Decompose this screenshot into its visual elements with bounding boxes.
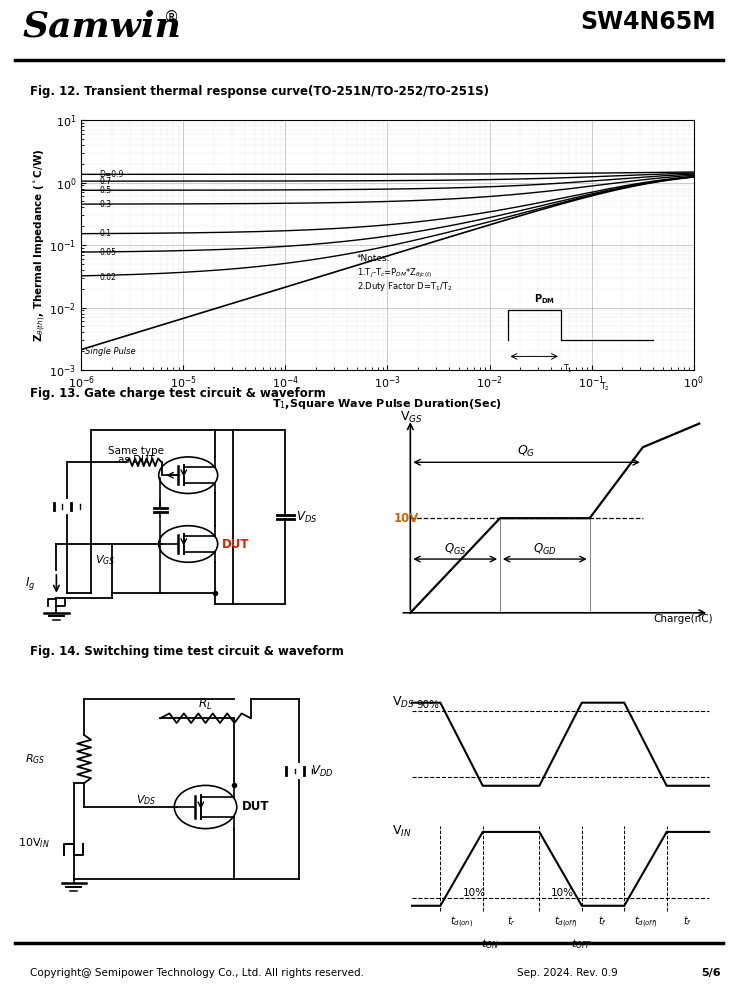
Text: Fig. 12. Transient thermal response curve(TO-251N/TO-252/TO-251S): Fig. 12. Transient thermal response curv… (30, 85, 489, 98)
Text: $R_{GS}$: $R_{GS}$ (25, 752, 46, 766)
Text: $t_{d(off)}$: $t_{d(off)}$ (554, 914, 578, 930)
Text: as DUT: as DUT (118, 455, 154, 465)
Text: 0.02: 0.02 (99, 273, 116, 282)
Text: $R_L$: $R_L$ (199, 696, 213, 712)
Text: 10V$_{IN}$: 10V$_{IN}$ (18, 836, 50, 850)
Text: V$_{DS}$: V$_{DS}$ (393, 695, 415, 710)
Text: $Q_{GS}$: $Q_{GS}$ (444, 542, 466, 557)
Text: *Notes:: *Notes: (356, 254, 390, 263)
Text: ®: ® (164, 10, 179, 25)
Text: 90%: 90% (416, 700, 439, 710)
Text: $V_{DS}$: $V_{DS}$ (136, 793, 156, 807)
Text: V$_{GS}$: V$_{GS}$ (400, 410, 423, 425)
Text: Sep. 2024. Rev. 0.9: Sep. 2024. Rev. 0.9 (517, 968, 618, 978)
Text: 0.5: 0.5 (99, 186, 111, 195)
Text: DUT: DUT (222, 538, 249, 550)
Text: 10%: 10% (551, 888, 573, 898)
Text: Charge(nC): Charge(nC) (653, 614, 713, 624)
Text: 0.1: 0.1 (99, 229, 111, 238)
Text: 2.Duty Factor D=T$_1$/T$_2$: 2.Duty Factor D=T$_1$/T$_2$ (356, 280, 452, 293)
Text: Single Pulse: Single Pulse (86, 347, 136, 356)
Text: 5/6: 5/6 (701, 968, 721, 978)
Text: $t_r$: $t_r$ (506, 914, 516, 928)
Text: $t_{OFF}$: $t_{OFF}$ (571, 937, 593, 951)
Text: V$_{IN}$: V$_{IN}$ (393, 824, 412, 839)
Text: $t_f$: $t_f$ (683, 914, 692, 928)
Text: Copyright@ Semipower Technology Co., Ltd. All rights reserved.: Copyright@ Semipower Technology Co., Ltd… (30, 968, 364, 978)
Text: 0.3: 0.3 (99, 200, 111, 209)
Text: Samwin: Samwin (22, 10, 181, 44)
Text: $Q_{GD}$: $Q_{GD}$ (533, 542, 556, 557)
Text: Fig. 13. Gate charge test circuit & waveform: Fig. 13. Gate charge test circuit & wave… (30, 386, 325, 399)
Text: 1.T$_j$-T$_c$=P$_{DM}$*Z$_{\theta jc(t)}$: 1.T$_j$-T$_c$=P$_{DM}$*Z$_{\theta jc(t)}… (356, 266, 432, 280)
Text: 10%: 10% (463, 888, 486, 898)
Text: Same type: Same type (108, 446, 164, 456)
Text: $Q_G$: $Q_G$ (517, 444, 536, 459)
Text: $V_{DS}$: $V_{DS}$ (296, 510, 317, 525)
Text: 10V: 10V (394, 512, 419, 525)
Text: $\mathbf{P_{DM}}$: $\mathbf{P_{DM}}$ (534, 292, 555, 306)
Text: T$_1$: T$_1$ (563, 362, 573, 375)
Text: 0.7: 0.7 (99, 177, 111, 186)
Text: D=0.9: D=0.9 (99, 170, 123, 179)
Text: $I_g$: $I_g$ (25, 575, 35, 592)
Text: $V_{GS}$: $V_{GS}$ (94, 553, 115, 567)
Text: $t_{ON}$: $t_{ON}$ (480, 937, 499, 951)
Text: $V_{DD}$: $V_{DD}$ (311, 763, 334, 779)
Text: DUT: DUT (241, 800, 269, 814)
Text: SW4N65M: SW4N65M (580, 10, 716, 34)
Text: Fig. 14. Switching time test circuit & waveform: Fig. 14. Switching time test circuit & w… (30, 646, 343, 658)
X-axis label: T$_1$,Square Wave Pulse Duration(Sec): T$_1$,Square Wave Pulse Duration(Sec) (272, 397, 503, 411)
Text: T$_2$: T$_2$ (600, 381, 610, 393)
Text: $t_{d(on)}$: $t_{d(on)}$ (450, 914, 473, 930)
Y-axis label: Z$_{\theta(th)}$, Thermal Impedance ($^\circ$C/W): Z$_{\theta(th)}$, Thermal Impedance ($^\… (32, 148, 48, 342)
Text: $t_{d(off)}$: $t_{d(off)}$ (633, 914, 658, 930)
Text: 0.05: 0.05 (99, 248, 116, 257)
Text: $t_f$: $t_f$ (599, 914, 607, 928)
